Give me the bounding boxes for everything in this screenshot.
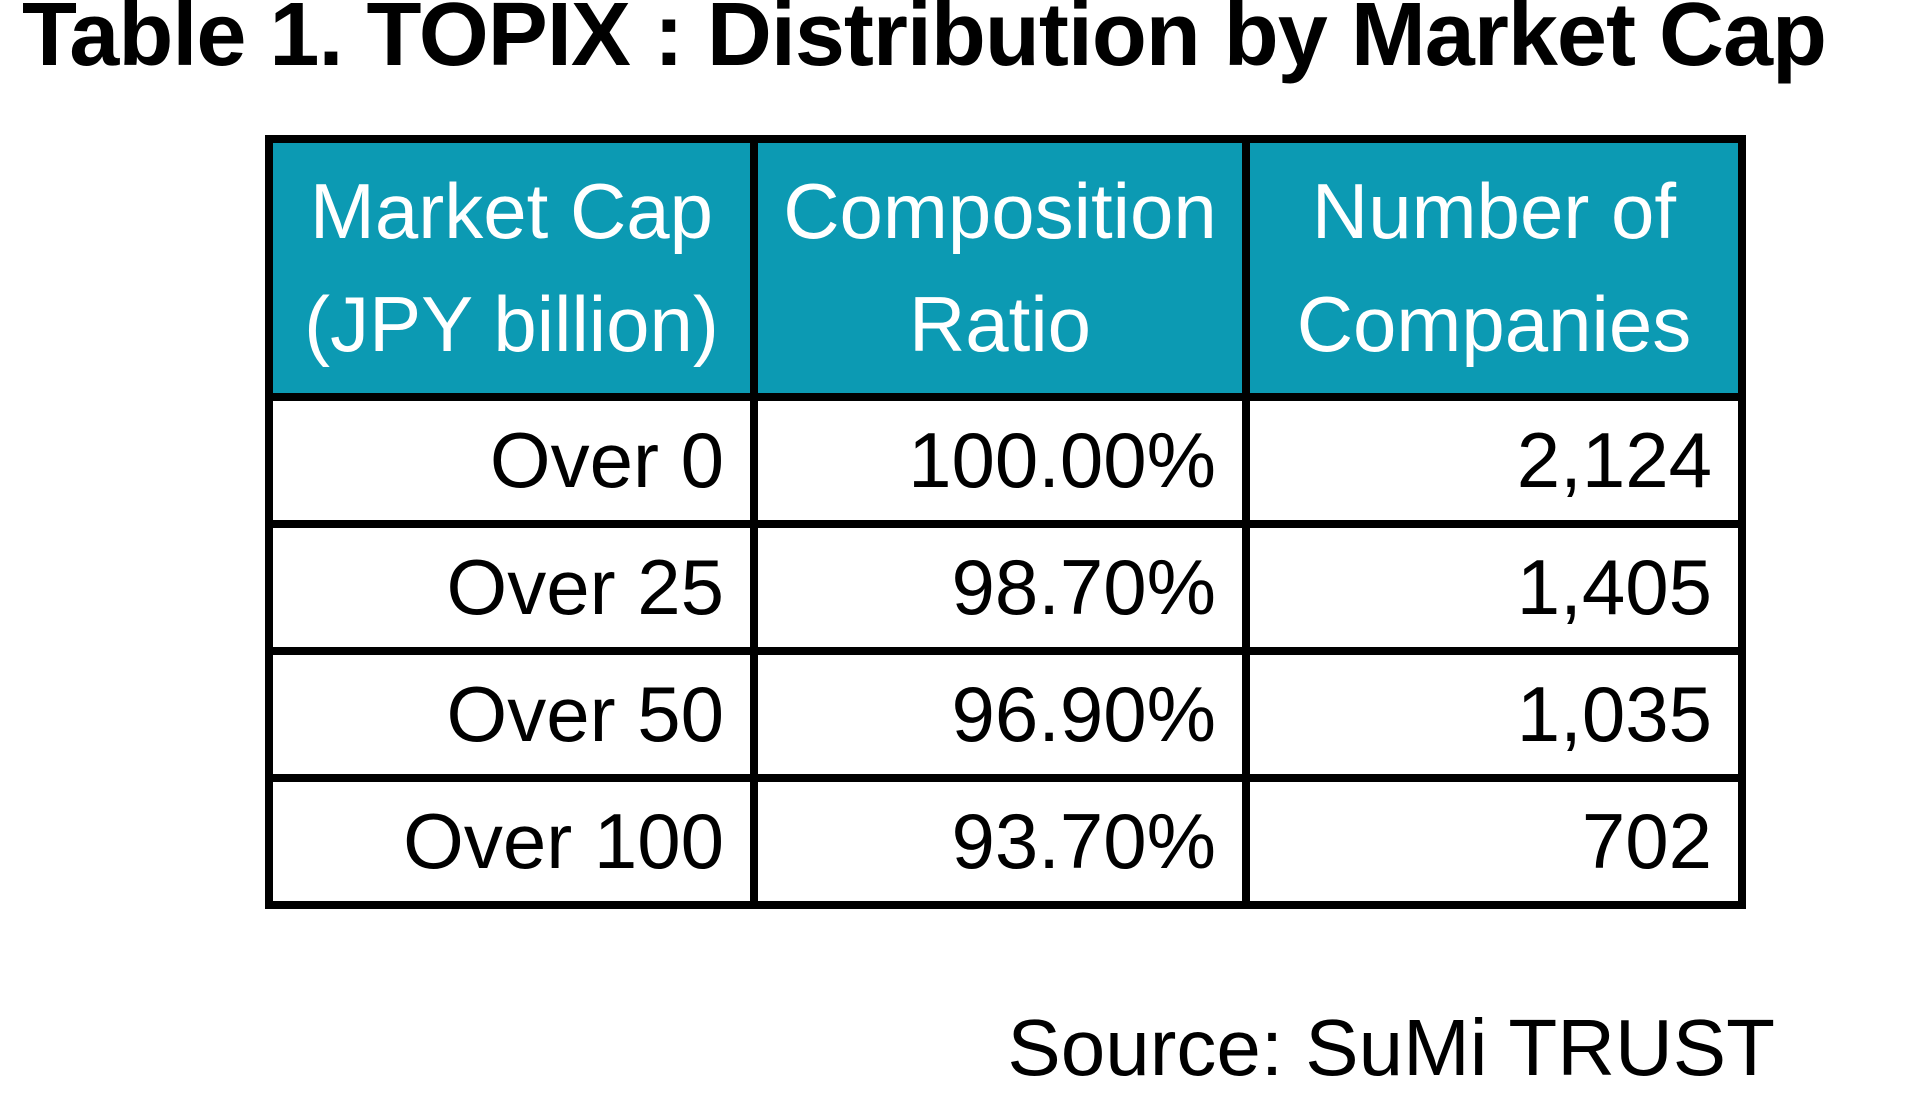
cell-composition-ratio: 96.90% <box>750 647 1250 782</box>
cell-num-companies: 1,405 <box>1242 520 1746 655</box>
column-header-line: Ratio <box>908 280 1092 368</box>
column-header-line: Number of <box>1311 166 1677 255</box>
column-header-line: (JPY billion) <box>304 280 719 368</box>
cell-composition-ratio: 100.00% <box>750 393 1250 528</box>
column-header-market-cap: Market Cap (JPY billion) <box>265 135 758 401</box>
column-header-line: Companies <box>1296 280 1692 368</box>
table-row: Over 50 96.90% 1,035 <box>265 647 1746 782</box>
cell-market-cap: Over 50 <box>265 647 758 782</box>
column-header-line: Composition <box>783 166 1217 255</box>
column-header-composition-ratio: Composition Ratio <box>750 135 1250 401</box>
cell-composition-ratio: 98.70% <box>750 520 1250 655</box>
table-row: Over 100 93.70% 702 <box>265 774 1746 909</box>
cell-market-cap: Over 0 <box>265 393 758 528</box>
source-note: Source: SuMi TRUST <box>1007 1003 1775 1092</box>
table-row: Over 25 98.70% 1,405 <box>265 520 1746 655</box>
table-row: Over 0 100.00% 2,124 <box>265 393 1746 528</box>
cell-num-companies: 2,124 <box>1242 393 1746 528</box>
cell-market-cap: Over 100 <box>265 774 758 909</box>
page-title: Table 1. TOPIX : Distribution by Market … <box>22 0 1827 85</box>
cell-num-companies: 1,035 <box>1242 647 1746 782</box>
market-cap-distribution-table: Market Cap (JPY billion) Composition Rat… <box>265 135 1746 909</box>
table-header-row: Market Cap (JPY billion) Composition Rat… <box>265 135 1746 401</box>
cell-composition-ratio: 93.70% <box>750 774 1250 909</box>
cell-num-companies: 702 <box>1242 774 1746 909</box>
column-header-number-of-companies: Number of Companies <box>1242 135 1746 401</box>
cell-market-cap: Over 25 <box>265 520 758 655</box>
column-header-line: Market Cap <box>309 166 714 255</box>
